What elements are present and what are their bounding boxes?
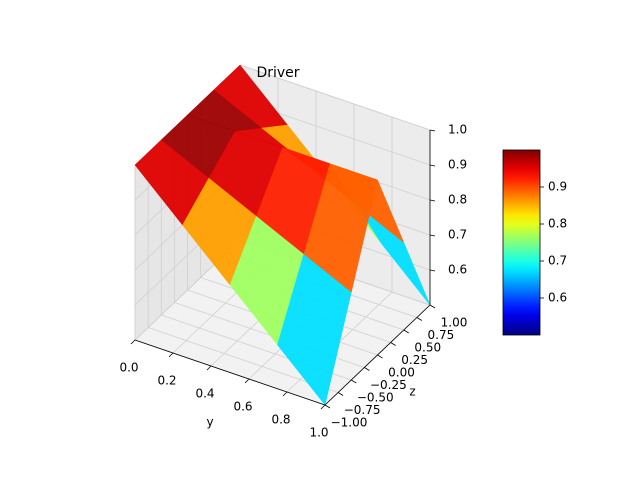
tick-mark <box>206 365 212 371</box>
colorbar-tick-label: 0.9 <box>548 180 567 194</box>
axis-line <box>134 339 326 406</box>
colorbar-tick-label: 0.7 <box>548 254 567 268</box>
v-tick-label: 1.0 <box>448 123 467 137</box>
z-tick-label: 1.00 <box>441 316 468 330</box>
tick-mark <box>429 269 436 272</box>
tick-mark <box>351 379 357 384</box>
y-tick-label: 0.4 <box>195 387 214 401</box>
z-tick-label: −0.75 <box>344 403 381 417</box>
y-tick-label: 1.0 <box>309 426 328 440</box>
z-tick-label: −0.50 <box>357 391 394 405</box>
tick-mark <box>364 367 370 371</box>
tick-mark <box>429 234 436 237</box>
tick-mark <box>390 342 396 346</box>
y-axis-label: y <box>206 415 213 429</box>
surface-patch <box>277 253 352 406</box>
z-tick-label: 0.25 <box>401 353 428 367</box>
tick-mark <box>429 199 436 202</box>
z-tick-label: −0.25 <box>370 378 407 392</box>
y-tick-label: 0.8 <box>271 413 290 427</box>
y-tick-label: 0.2 <box>157 374 176 388</box>
tick-mark <box>282 391 288 397</box>
tick-mark <box>429 304 436 309</box>
y-tick-label: 0.6 <box>233 400 252 414</box>
tick-mark <box>337 392 344 396</box>
tick-mark <box>429 164 436 167</box>
v-tick-label: 0.8 <box>448 193 467 207</box>
y-tick-label: 0.0 <box>119 361 138 375</box>
axis-line <box>324 304 431 406</box>
tick-mark <box>130 339 136 345</box>
colorbar <box>502 149 541 336</box>
z-axis-label: z <box>409 385 415 399</box>
colorbar-tick-label: 0.6 <box>548 291 567 305</box>
tick-mark <box>377 354 383 359</box>
tick-mark <box>429 129 436 132</box>
tick-mark <box>324 404 331 409</box>
v-tick-label: 0.9 <box>448 158 467 172</box>
z-tick-label: 0.50 <box>414 341 441 355</box>
z-tick-label: 0.75 <box>428 328 455 342</box>
tick-mark <box>416 317 423 321</box>
tick-mark <box>244 378 250 384</box>
v-tick-label: 0.6 <box>448 263 467 277</box>
chart-title: Driver <box>256 65 299 81</box>
surface <box>134 64 431 406</box>
tick-mark <box>320 404 326 410</box>
v-tick-label: 0.7 <box>448 228 467 242</box>
z-tick-label: 0.00 <box>388 366 415 380</box>
tick-mark <box>403 329 409 334</box>
z-tick-label: −1.00 <box>331 416 368 430</box>
colorbar-tick-label: 0.8 <box>548 217 567 231</box>
tick-mark <box>168 352 174 358</box>
grid-line <box>239 64 431 131</box>
